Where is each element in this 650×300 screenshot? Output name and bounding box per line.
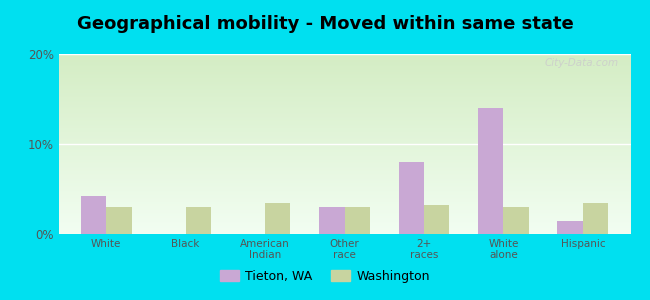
- Bar: [583, 202, 608, 234]
- Bar: [558, 220, 583, 234]
- Bar: [478, 108, 503, 234]
- Bar: [81, 196, 106, 234]
- Bar: [503, 207, 529, 234]
- Legend: Tieton, WA, Washington: Tieton, WA, Washington: [215, 265, 435, 288]
- Bar: [424, 205, 449, 234]
- Bar: [106, 207, 131, 234]
- Bar: [344, 207, 370, 234]
- Bar: [186, 207, 211, 234]
- Bar: [319, 207, 344, 234]
- Bar: [265, 202, 291, 234]
- Text: City-Data.com: City-Data.com: [545, 58, 619, 68]
- Text: Geographical mobility - Moved within same state: Geographical mobility - Moved within sam…: [77, 15, 573, 33]
- Bar: [398, 162, 424, 234]
